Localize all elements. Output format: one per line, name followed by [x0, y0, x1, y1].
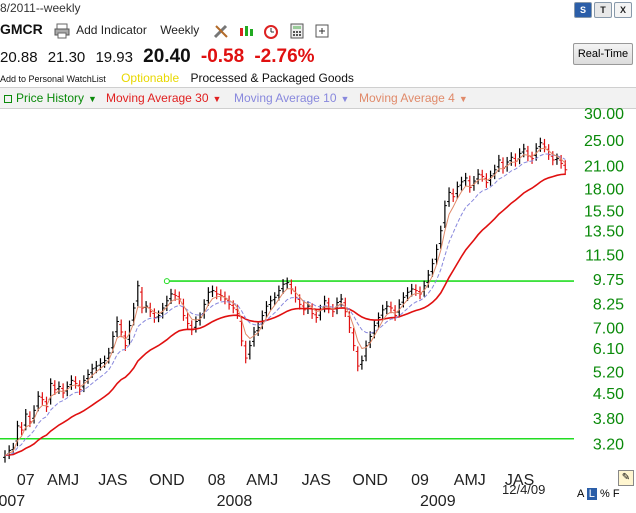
legend-ma30[interactable]: Moving Average 30 ▼ — [106, 91, 221, 105]
chevron-down-icon[interactable]: ▼ — [88, 94, 97, 104]
moving-average-4-line — [4, 147, 566, 456]
optionable-badge: Optionable — [121, 71, 180, 85]
y-tick-label: 18.00 — [584, 181, 624, 198]
level-anchor-marker — [163, 278, 170, 285]
scale-button-f[interactable]: F — [612, 488, 620, 500]
price-change-percent: -2.76% — [254, 46, 315, 67]
y-tick-label: 21.00 — [584, 159, 624, 176]
moving-average-30-line — [4, 173, 566, 457]
x-tick-label: AMJ — [246, 472, 278, 489]
x-tick-label: AMJ — [454, 472, 486, 489]
industry-label: Processed & Packaged Goods — [190, 71, 354, 85]
y-tick-label: 30.00 — [584, 108, 624, 123]
text-button[interactable]: T — [594, 2, 612, 18]
x-tick-label: OND — [352, 472, 388, 489]
title-strip — [0, 0, 636, 18]
x-tick-label: 09 — [411, 472, 429, 489]
x-tick-label: JAS — [302, 472, 331, 489]
y-axis-labels: 30.00 25.00 21.00 18.00 15.50 13.50 11.50 9.75 8… — [584, 108, 624, 453]
price-chart[interactable]: 30.00 25.00 21.00 18.00 15.50 13.50 11.50 9.75 8… — [0, 108, 636, 513]
price-quote: 20.88 21.30 19.93 20.40 -0.58 -2.76% — [0, 46, 321, 68]
tools-icon[interactable] — [213, 23, 229, 39]
x-tick-label: OND — [149, 472, 185, 489]
scale-button-a[interactable]: A — [577, 488, 584, 500]
toolbar: GMCR Add Indicator Weekly — [0, 21, 336, 41]
indicator-legend: Price History ▼ Moving Average 30 ▼ Moving… — [0, 87, 636, 109]
legend-ma4[interactable]: Moving Average 4 ▼ — [359, 91, 468, 105]
x-tick-label: JAS — [98, 472, 127, 489]
y-tick-label: 11.50 — [585, 247, 624, 264]
y-tick-label: 15.50 — [584, 203, 624, 220]
legend-ma30-label: Moving Average 30 — [106, 91, 209, 105]
y-tick-label: 4.50 — [593, 386, 624, 403]
printer-icon[interactable] — [54, 23, 70, 39]
y-tick-label: 9.75 — [593, 272, 624, 289]
period-select[interactable]: Weekly — [160, 23, 200, 37]
last-price: 20.40 — [143, 46, 191, 67]
x-tick-label: 08 — [208, 472, 226, 489]
y-tick-label: 8.25 — [593, 296, 624, 313]
calculator-icon[interactable] — [289, 23, 305, 39]
realtime-button[interactable]: Real-Time — [573, 43, 633, 65]
support-resistance-lines — [0, 278, 574, 440]
ticker-symbol: GMCR — [0, 21, 43, 37]
y-tick-label: 7.00 — [593, 321, 624, 338]
y-tick-label: 6.10 — [593, 341, 624, 358]
candlestick-icon[interactable] — [238, 23, 254, 39]
scale-button-l[interactable]: L — [586, 488, 597, 500]
legend-ma10-label: Moving Average 10 — [234, 91, 337, 105]
legend-ma10[interactable]: Moving Average 10 ▼ — [234, 91, 349, 105]
x-tick-label: 07 — [17, 472, 35, 489]
price-bars — [3, 137, 568, 463]
year-label: 062007 — [0, 493, 25, 510]
year-label: 2009 — [420, 493, 456, 510]
legend-price-history-label: Price History — [16, 91, 85, 105]
add-indicator-button[interactable]: Add Indicator — [76, 23, 147, 37]
date-label: 12/4/09 — [502, 482, 545, 497]
maximize-icon[interactable] — [314, 23, 330, 39]
pencil-icon[interactable]: ✎ — [618, 470, 634, 486]
moving-average-10-line — [4, 153, 566, 456]
window-title: 8/2011--weekly — [0, 1, 81, 15]
legend-ma4-label: Moving Average 4 — [359, 91, 455, 105]
share-button[interactable]: S — [574, 2, 592, 18]
x-tick-label: AMJ — [47, 472, 79, 489]
chevron-down-icon[interactable]: ▼ — [340, 94, 350, 104]
open-price: 20.88 — [0, 49, 38, 66]
price-change: -0.58 — [200, 46, 245, 67]
alarm-clock-icon[interactable] — [263, 23, 279, 39]
close-button[interactable]: X — [614, 2, 632, 18]
legend-price-history-marker — [4, 94, 12, 103]
chevron-down-icon[interactable]: ▼ — [458, 94, 468, 104]
legend-price-history[interactable]: Price History ▼ — [4, 91, 97, 105]
y-tick-label: 3.80 — [593, 411, 624, 428]
low-price: 19.93 — [95, 49, 133, 66]
scale-button-percent[interactable]: % — [599, 488, 610, 500]
add-watchlist-link[interactable]: Add to Personal WatchList — [0, 74, 106, 84]
x-axis-labels: 07 AMJ JAS OND 08 AMJ JAS OND 09 AMJ JAS 062007 2008… — [0, 472, 545, 510]
y-tick-label: 3.20 — [593, 436, 624, 453]
chevron-down-icon[interactable]: ▼ — [212, 94, 222, 104]
y-tick-label: 13.50 — [584, 224, 624, 241]
high-price: 21.30 — [47, 49, 86, 66]
info-row: Add to Personal WatchList Optionable Pro… — [0, 71, 354, 85]
y-tick-label: 5.20 — [593, 365, 624, 382]
x-tick-label: JAS — [505, 472, 534, 489]
scale-buttons: A L % F — [577, 488, 620, 500]
y-tick-label: 25.00 — [584, 133, 624, 150]
year-label: 2008 — [217, 493, 253, 510]
